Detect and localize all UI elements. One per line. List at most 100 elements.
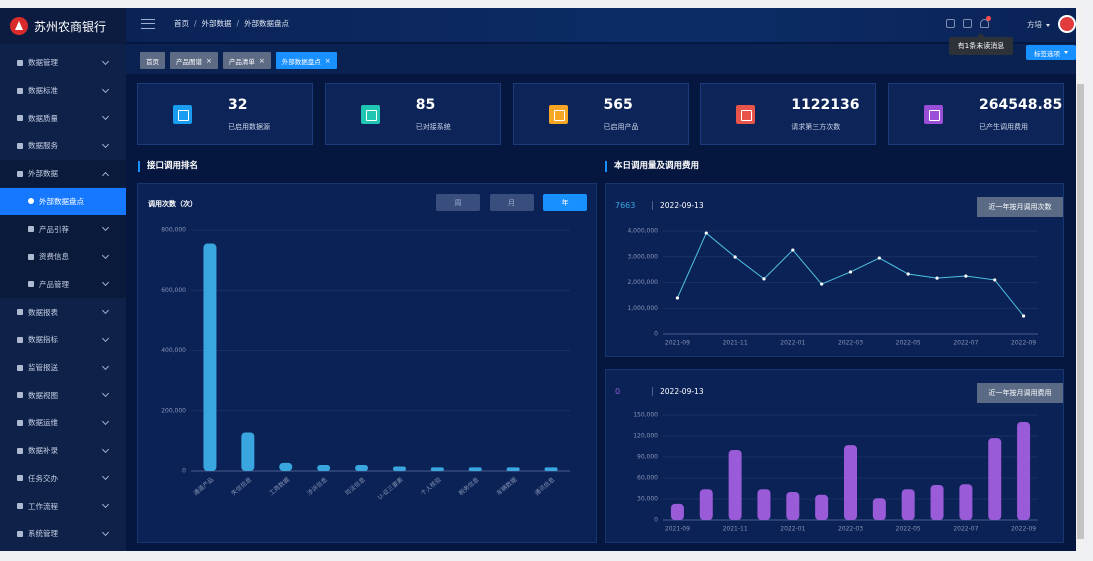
y-tick-label: 400,000 (161, 347, 186, 354)
bar (355, 464, 369, 471)
bar (392, 466, 406, 471)
x-tick-label: 2022-09 (1011, 526, 1036, 533)
menu-item[interactable]: 系统管理 (0, 520, 126, 548)
menu-arrow (101, 417, 110, 425)
bar (930, 485, 944, 520)
menu-icon (17, 170, 23, 177)
menu-label: 任务交办 (28, 473, 58, 483)
avatar[interactable] (1058, 15, 1076, 33)
x-tick-label: 通道产品 (192, 476, 216, 498)
x-tick-label: 2022-05 (896, 340, 921, 347)
submenu-item[interactable]: 资费信息 (0, 242, 126, 271)
tab-close[interactable]: × (206, 56, 212, 65)
bar (757, 489, 771, 520)
lock-icon[interactable] (963, 19, 972, 28)
bar (203, 243, 217, 471)
point (704, 231, 708, 235)
menu-item[interactable]: 数据质量 (0, 104, 126, 132)
menu-arrow (101, 171, 110, 179)
tab[interactable]: 产品清单 × (222, 52, 271, 69)
menu-icon (17, 419, 23, 426)
y-tick-label: 150,000 (633, 412, 658, 419)
point (675, 296, 680, 300)
stat-label: 已产生调用费用 (979, 123, 1028, 131)
point (820, 282, 824, 286)
menu-arrow (101, 500, 110, 509)
tab[interactable]: 外部数据盘点 × (275, 52, 337, 69)
bell-icon[interactable] (980, 19, 989, 28)
y-tick-label: 1,000,000 (627, 305, 658, 312)
bar (670, 503, 684, 520)
tab[interactable]: 产品图谱 × (170, 52, 218, 69)
breadcrumb-item[interactable]: 外部数据 (189, 18, 232, 29)
today-count: 0 (615, 387, 621, 396)
menu-icon (17, 142, 23, 149)
menu-item[interactable]: 数据服务 (0, 132, 126, 160)
x-tick-label: 税务信息 (457, 476, 481, 498)
menu-item[interactable]: 数据补录 (0, 437, 126, 465)
menu-item[interactable]: 外部数据 (0, 159, 126, 188)
menu-item[interactable]: 数据视图 (0, 381, 126, 409)
y-tick-label: 0 (182, 468, 186, 475)
menu-arrow (101, 140, 110, 148)
tab-close[interactable]: × (324, 56, 331, 65)
menu-label: 系统管理 (28, 529, 58, 539)
x-tick-label: 通讯信息 (533, 476, 557, 498)
period-button[interactable]: 年 (543, 194, 587, 211)
submenu-icon (28, 281, 34, 288)
y-tick-label: 120,000 (633, 433, 658, 440)
menu-item[interactable]: 数据运维 (0, 409, 126, 437)
menu-arrow (101, 307, 110, 315)
tab-bar: 首页 产品图谱 × 产品清单 × 外部数据盘点 × 标签选项 (126, 44, 1076, 74)
breadcrumb-item[interactable]: 首页 (174, 19, 189, 28)
range-button[interactable]: 近一年按月调用费用 (977, 383, 1063, 403)
menu-icon (17, 392, 23, 399)
stat-value: 1122136 (791, 97, 860, 113)
menu-arrow (101, 57, 110, 65)
logo-icon (10, 17, 28, 35)
fullscreen-icon[interactable] (946, 19, 955, 28)
menu-item[interactable]: 数据报表 (0, 298, 126, 326)
x-tick-label: 2021-11 (723, 340, 748, 347)
y-tick-label: 30,000 (637, 496, 658, 503)
x-tick-label: 2021-09 (665, 340, 690, 347)
submenu-item[interactable]: 产品管理 (0, 270, 126, 299)
submenu-item[interactable]: 产品引荐 (0, 215, 126, 243)
menu-arrow (101, 528, 110, 536)
menu-item[interactable]: 数据管理 (0, 49, 126, 77)
menu-icon (17, 115, 23, 122)
tab-label: 外部数据盘点 (281, 57, 321, 66)
user-name[interactable]: 方培 (1027, 19, 1050, 30)
menu-icon (17, 336, 23, 343)
ranking-panel: 周月年 调用次数（次） 0 200,000 400,000 600,000 800,000 通… (137, 183, 597, 543)
tab-close[interactable]: × (258, 56, 265, 65)
x-tick-label: 个人核验 (419, 476, 443, 498)
range-button[interactable]: 近一年按月调用次数 (977, 197, 1063, 217)
menu-icon (17, 87, 23, 94)
y-axis-label: 调用次数（次） (148, 199, 197, 208)
menu-label: 数据标准 (28, 86, 58, 96)
scrollbar[interactable] (1076, 8, 1085, 551)
menu-item[interactable]: 监管报送 (0, 354, 126, 382)
logo: 苏州农商银行 (0, 8, 126, 44)
tab[interactable]: 首页 (140, 52, 165, 69)
x-tick-label: 2022-03 (838, 526, 863, 533)
submenu-item[interactable]: 外部数据盘点 (0, 187, 126, 216)
scroll-thumb[interactable] (1077, 84, 1084, 539)
period-button[interactable]: 月 (489, 194, 534, 211)
menu-label: 数据指标 (28, 335, 58, 345)
menu-toggle[interactable] (141, 19, 155, 29)
menu-item[interactable]: 任务交办 (0, 465, 126, 493)
stat-card: 32 已启用数据源 (137, 83, 313, 145)
menu-item[interactable]: 数据标准 (0, 77, 126, 105)
menu-item[interactable]: 数据指标 (0, 326, 126, 354)
app: 苏州农商银行 数据管理 数据标准 数据质量 数据服务 外部数据 外部数据盘点 产品引荐 资费信… (0, 8, 1076, 551)
stat-card: 264548.85 已产生调用费用 (888, 83, 1064, 145)
x-tick-label: 2022-07 (953, 526, 978, 533)
menu-label: 数据服务 (28, 141, 58, 151)
y-tick-label: 3,000,000 (627, 253, 658, 260)
menu-item[interactable]: 工作流程 (0, 492, 126, 520)
bar (959, 484, 973, 520)
period-button[interactable]: 周 (436, 194, 480, 211)
tab-options[interactable]: 标签选项 (1026, 45, 1076, 60)
